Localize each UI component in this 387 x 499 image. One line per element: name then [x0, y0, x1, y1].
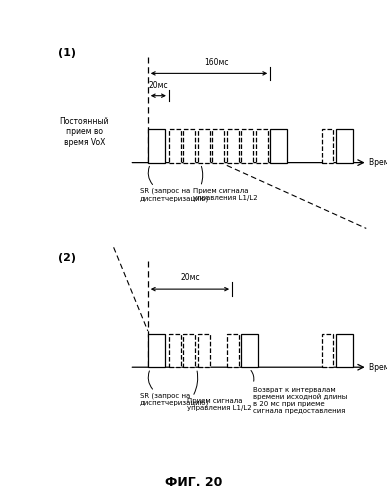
Text: 160мс: 160мс — [205, 58, 229, 67]
Bar — [241, 129, 253, 163]
Text: 20мс: 20мс — [149, 81, 168, 90]
Text: Постоянный
прием во
время VoX: Постоянный прием во время VoX — [60, 117, 109, 147]
Text: Время (t): Время (t) — [370, 158, 387, 167]
Bar — [322, 129, 333, 163]
Text: Прием сигнала
управления L1/L2: Прием сигнала управления L1/L2 — [193, 188, 257, 201]
Bar — [183, 334, 195, 367]
Bar — [270, 129, 287, 163]
Text: ФИГ. 20: ФИГ. 20 — [165, 476, 222, 489]
Bar — [227, 334, 239, 367]
Bar — [198, 129, 210, 163]
Bar — [336, 129, 353, 163]
Bar — [212, 129, 224, 163]
Text: (2): (2) — [58, 253, 76, 263]
Text: SR (запрос на
диспетчеризацию): SR (запрос на диспетчеризацию) — [140, 392, 209, 406]
Text: 20мс: 20мс — [180, 273, 200, 282]
Bar — [256, 129, 267, 163]
Text: Время (t): Время (t) — [370, 363, 387, 372]
Bar — [148, 129, 165, 163]
Bar — [336, 334, 353, 367]
Text: SR (запрос на
диспетчеризацию): SR (запрос на диспетчеризацию) — [140, 188, 209, 202]
Text: (1): (1) — [58, 48, 76, 58]
Bar — [169, 129, 181, 163]
Bar — [241, 334, 259, 367]
Bar — [227, 129, 239, 163]
Bar — [322, 334, 333, 367]
Bar — [198, 334, 210, 367]
Text: Возврат к интервалам
времени исходной длины
в 20 мс при приеме
сигнала предостав: Возврат к интервалам времени исходной дл… — [253, 387, 348, 414]
Bar — [148, 334, 165, 367]
Bar — [169, 334, 181, 367]
Text: Прием сигнала
управления L1/L2: Прием сигнала управления L1/L2 — [187, 398, 252, 411]
Bar — [183, 129, 195, 163]
